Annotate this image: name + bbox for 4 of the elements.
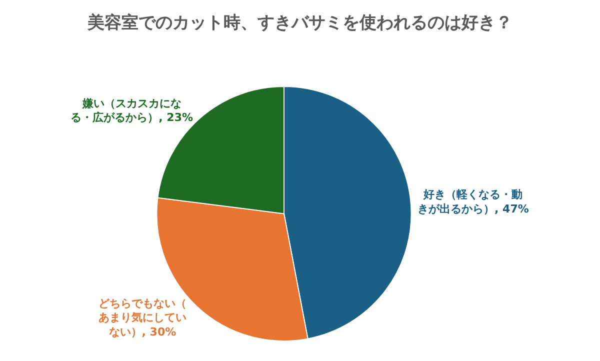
slice-label: どちらでもない（あまり気にしていない）, 30% bbox=[98, 296, 186, 338]
chart-title: 美容室でのカット時、すきバサミを使われるのは好き？ bbox=[86, 13, 512, 34]
slice-label: 嫌い（スカスカになる・広がるから）, 23% bbox=[70, 96, 194, 124]
slice-label: 好き（軽くなる・動きが出るから）, 47% bbox=[418, 188, 529, 216]
